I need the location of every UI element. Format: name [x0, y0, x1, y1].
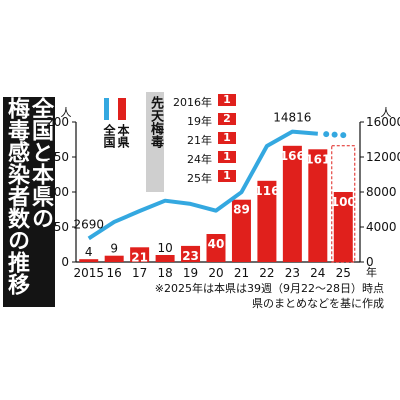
- x-tick-label: 19: [183, 266, 198, 280]
- y-right-tick-label: 4000: [366, 220, 397, 234]
- footnote-week: ※2025年は本県は39週（9月22〜28日）時点: [154, 282, 384, 295]
- y-left-tick-label: 200: [46, 115, 69, 129]
- congenital-year-2016: 2016年: [173, 96, 212, 109]
- y-right-tick-label: 0: [366, 255, 374, 269]
- x-tick-label: 18: [157, 266, 172, 280]
- national-line-projection-dot-1: [323, 131, 330, 138]
- bar-23: [282, 145, 302, 262]
- bar-value-label: 9: [110, 242, 118, 256]
- bar-value-label: 21: [131, 250, 148, 264]
- congenital-year-25: 25年: [187, 172, 212, 185]
- congenital-count-2016: 1: [218, 94, 236, 106]
- bar-value-label: 161: [305, 152, 330, 166]
- congenital-table: 2016年 1 19年 2 21年 1 24年 1 25年 1: [166, 94, 238, 190]
- bar-17: [130, 247, 150, 262]
- congenital-count-25: 1: [218, 170, 236, 182]
- legend-national-swatch: [104, 98, 109, 120]
- national-line-projection-dot-3: [340, 132, 347, 139]
- national-line: [87, 129, 318, 241]
- bar-value-label: 116: [254, 184, 279, 198]
- x-tick-label: 20: [208, 266, 223, 280]
- partial-year-outline: [331, 145, 356, 263]
- x-tick-label: 24: [310, 266, 325, 280]
- bar-value-label: 10: [157, 241, 172, 255]
- bar-value-label: 89: [233, 203, 250, 217]
- y-left-unit-label: 人: [61, 106, 72, 119]
- congenital-label-box: [146, 92, 164, 192]
- legend-national-label: 全国: [102, 124, 116, 148]
- bar-21: [231, 199, 251, 262]
- x-tick-label: 16: [107, 266, 122, 280]
- y-left-tick-label: 0: [61, 255, 69, 269]
- congenital-year-21: 21年: [187, 134, 212, 147]
- x-tick-label: 25: [336, 266, 351, 280]
- national-value-label-2015: 2690: [73, 217, 104, 231]
- congenital-count-21: 1: [218, 132, 236, 144]
- y-right-unit-label: 人: [381, 106, 392, 119]
- y-left-tick-label: 100: [46, 185, 69, 199]
- footnote-source: 県のまとめなどを基に作成: [252, 297, 384, 310]
- x-tick-label: 17: [132, 266, 147, 280]
- bar-22: [257, 180, 277, 262]
- bar-19: [181, 245, 201, 262]
- congenital-year-19: 19年: [187, 115, 212, 128]
- legend-prefecture-label: 本県: [116, 124, 130, 148]
- congenital-count-19: 2: [218, 113, 236, 125]
- x-tick-label: 21: [234, 266, 249, 280]
- y-right-tick-label: 8000: [366, 185, 397, 199]
- x-tick-label: 2015: [73, 266, 104, 280]
- y-right-tick-label: 12000: [366, 150, 400, 164]
- bar-24: [308, 149, 328, 262]
- congenital-count-24: 1: [218, 151, 236, 163]
- bar-value-label: 4: [85, 245, 93, 259]
- congenital-year-24: 24年: [187, 153, 212, 166]
- bar-value-label: 40: [208, 237, 225, 251]
- bar-18: [155, 255, 175, 262]
- legend-prefecture-swatch: [118, 98, 126, 120]
- chart-title-block: 全国と本県の 梅毒感染者数の推移: [3, 97, 55, 307]
- y-left-tick-label: 150: [46, 150, 69, 164]
- bar-2015: [79, 259, 99, 262]
- y-left-tick-label: 50: [54, 220, 69, 234]
- bar-value-label: 23: [182, 249, 199, 263]
- bar-16: [104, 255, 124, 262]
- bar-value-label: 100: [331, 195, 356, 209]
- national-line-projection-dot-2: [331, 131, 338, 138]
- x-tick-label: 23: [285, 266, 300, 280]
- chart-title-line-2: 梅毒感染者数の推移: [4, 97, 29, 295]
- bar-20: [206, 234, 226, 262]
- y-right-tick-label: 16000: [366, 115, 400, 129]
- congenital-label: 先天梅毒: [148, 96, 163, 148]
- bar-25: [333, 192, 353, 262]
- national-value-label-23: 14816: [273, 111, 311, 125]
- chart-title-line-1: 全国と本県の: [28, 97, 53, 229]
- x-unit-label: 年: [366, 265, 377, 279]
- bar-value-label: 166: [280, 149, 305, 163]
- x-tick-label: 22: [259, 266, 274, 280]
